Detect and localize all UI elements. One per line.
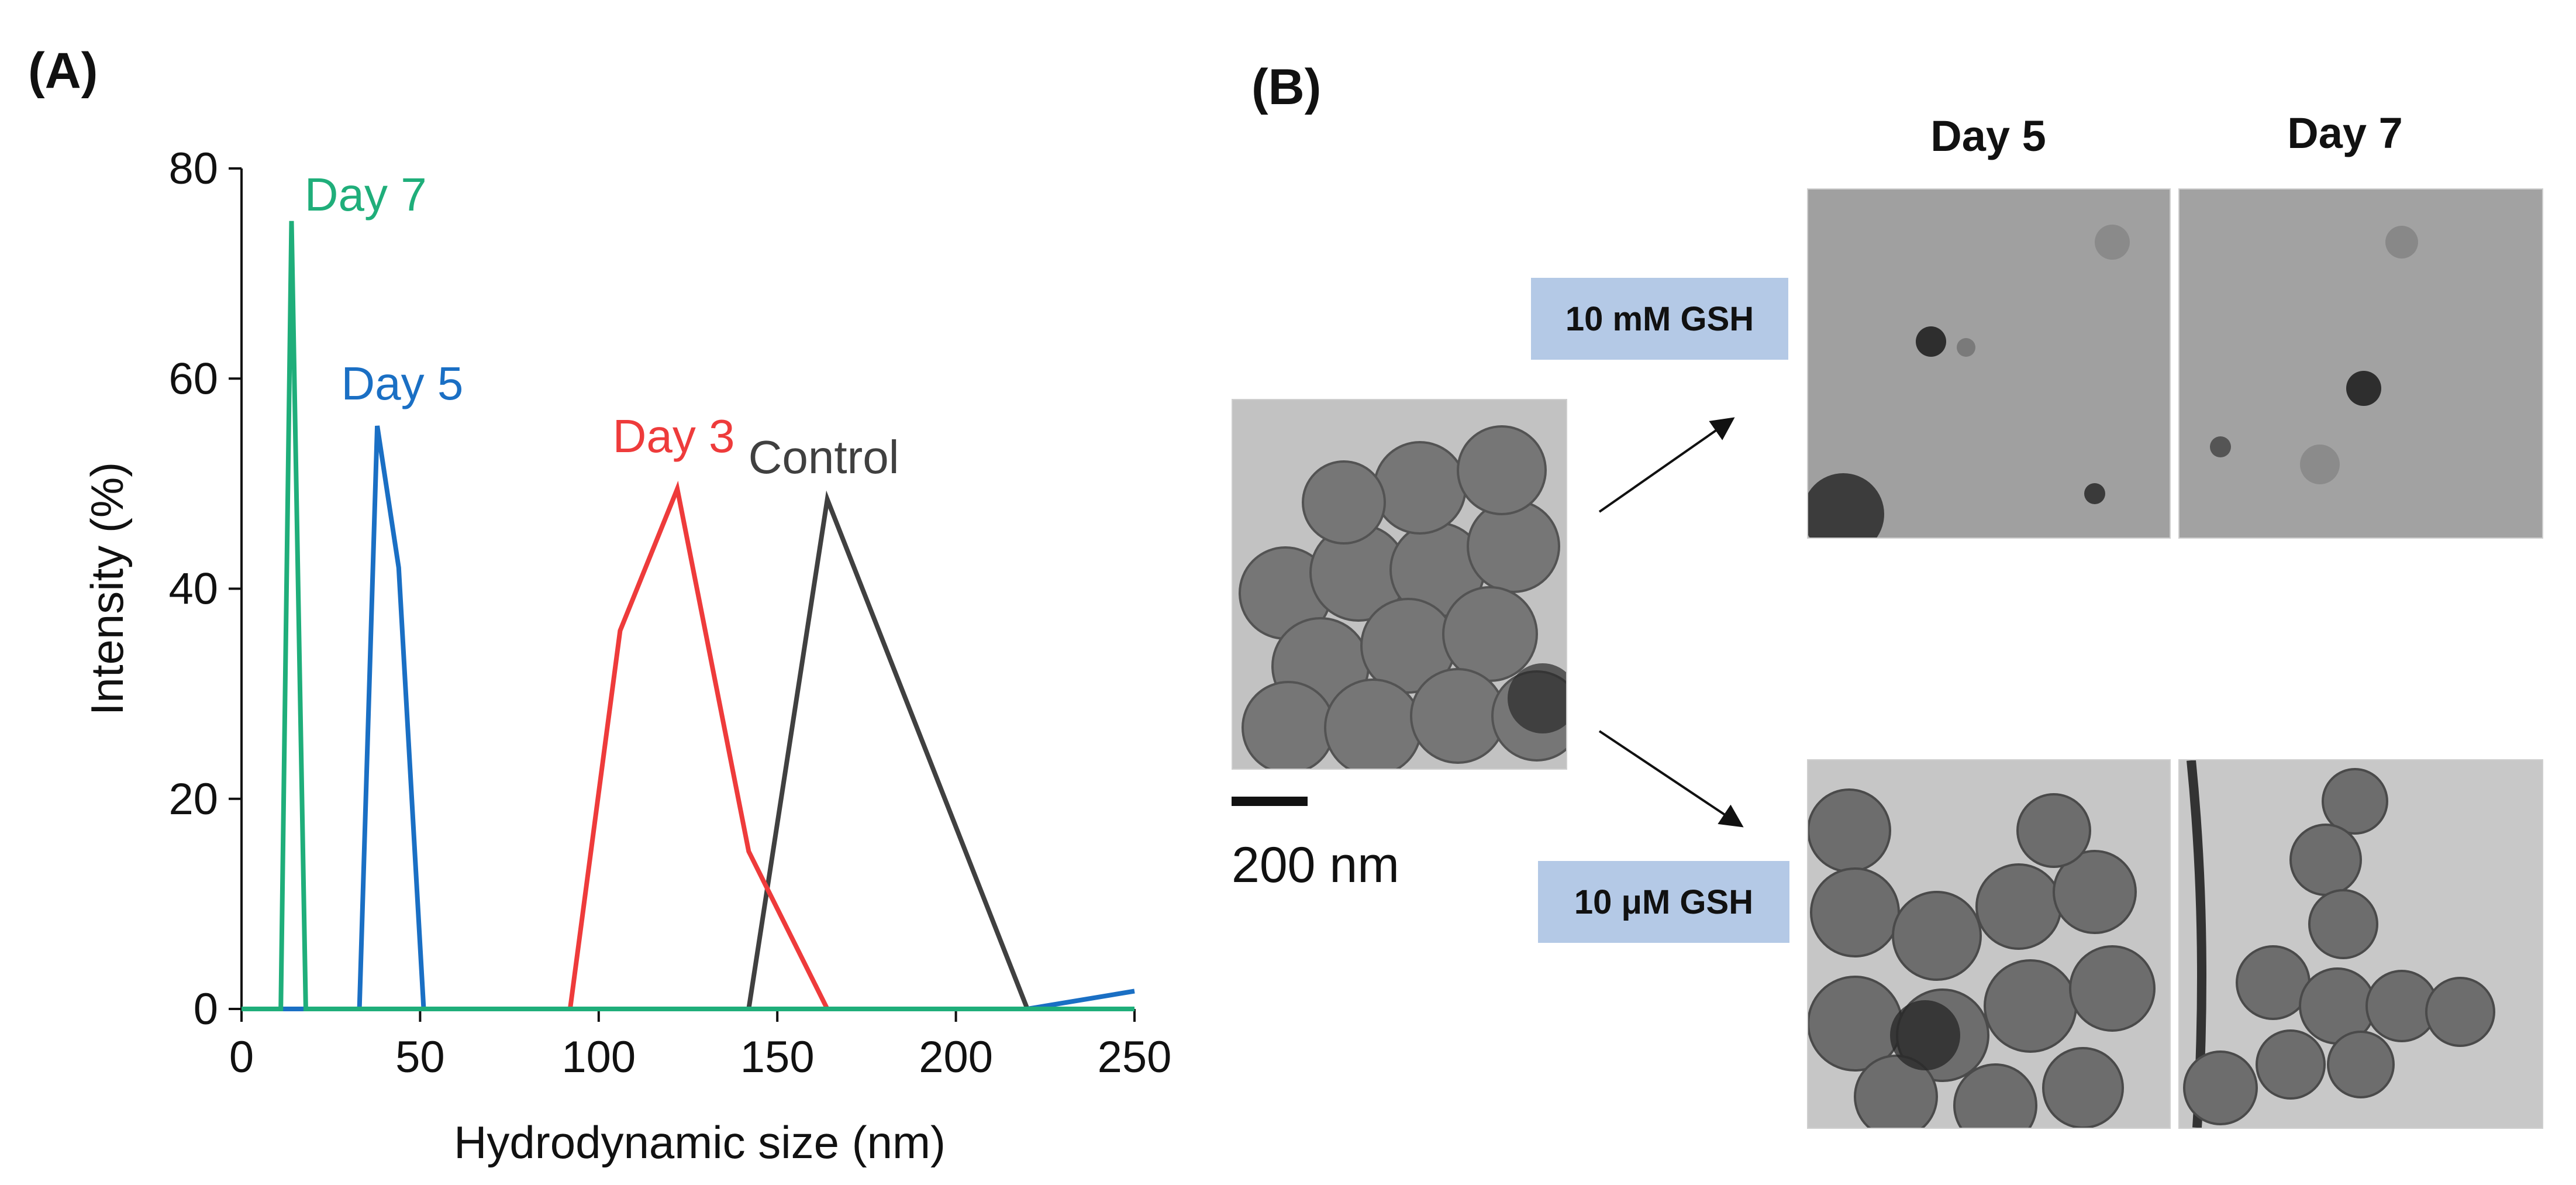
y-tick-label: 80 — [168, 144, 218, 194]
tem-10um-day5-image — [1807, 759, 2171, 1129]
y-tick-label: 0 — [194, 984, 218, 1034]
x-tick-label: 0 — [229, 1032, 254, 1082]
y-tick-label: 60 — [168, 354, 218, 404]
day5-column-label: Day 5 — [1930, 112, 2046, 160]
x-axis-title: Hydrodynamic size (nm) — [454, 1117, 946, 1168]
x-tick-label: 200 — [919, 1032, 993, 1082]
tem-10mm-day7-image — [2178, 188, 2543, 539]
y-tick-label: 20 — [168, 774, 218, 824]
tem-control-image — [1232, 399, 1567, 770]
x-tick-label: 150 — [740, 1032, 815, 1082]
scale-bar — [1232, 797, 1308, 806]
series-label-day-5: Day 5 — [341, 357, 463, 409]
panel-a-label: (A) — [28, 43, 98, 99]
scale-bar-label: 200 nm — [1232, 837, 1399, 893]
x-tick-label: 50 — [395, 1032, 445, 1082]
y-axis-title: Intensity (%) — [81, 462, 133, 715]
gsh-10mm-label: 10 mM GSH — [1531, 278, 1788, 360]
tem-10um-day7-image — [2178, 759, 2543, 1129]
tem-10mm-day5-image — [1807, 188, 2171, 539]
day7-column-label: Day 7 — [2287, 109, 2403, 157]
hydrodynamic-size-chart: 0 50 100 150 200 250 0 20 40 60 80 Hydrodynamic si… — [81, 144, 1172, 1168]
panel-b-label: (B) — [1251, 59, 1322, 115]
x-tick-label: 250 — [1098, 1032, 1172, 1082]
series-label-control: Control — [749, 431, 899, 483]
series-label-day-3: Day 3 — [613, 410, 735, 462]
series-label-day-7: Day 7 — [305, 168, 427, 221]
y-tick-label: 40 — [168, 564, 218, 614]
gsh-10um-label: 10 μM GSH — [1538, 861, 1789, 943]
x-tick-label: 100 — [561, 1032, 636, 1082]
series-line-day-7 — [242, 221, 1134, 1011]
